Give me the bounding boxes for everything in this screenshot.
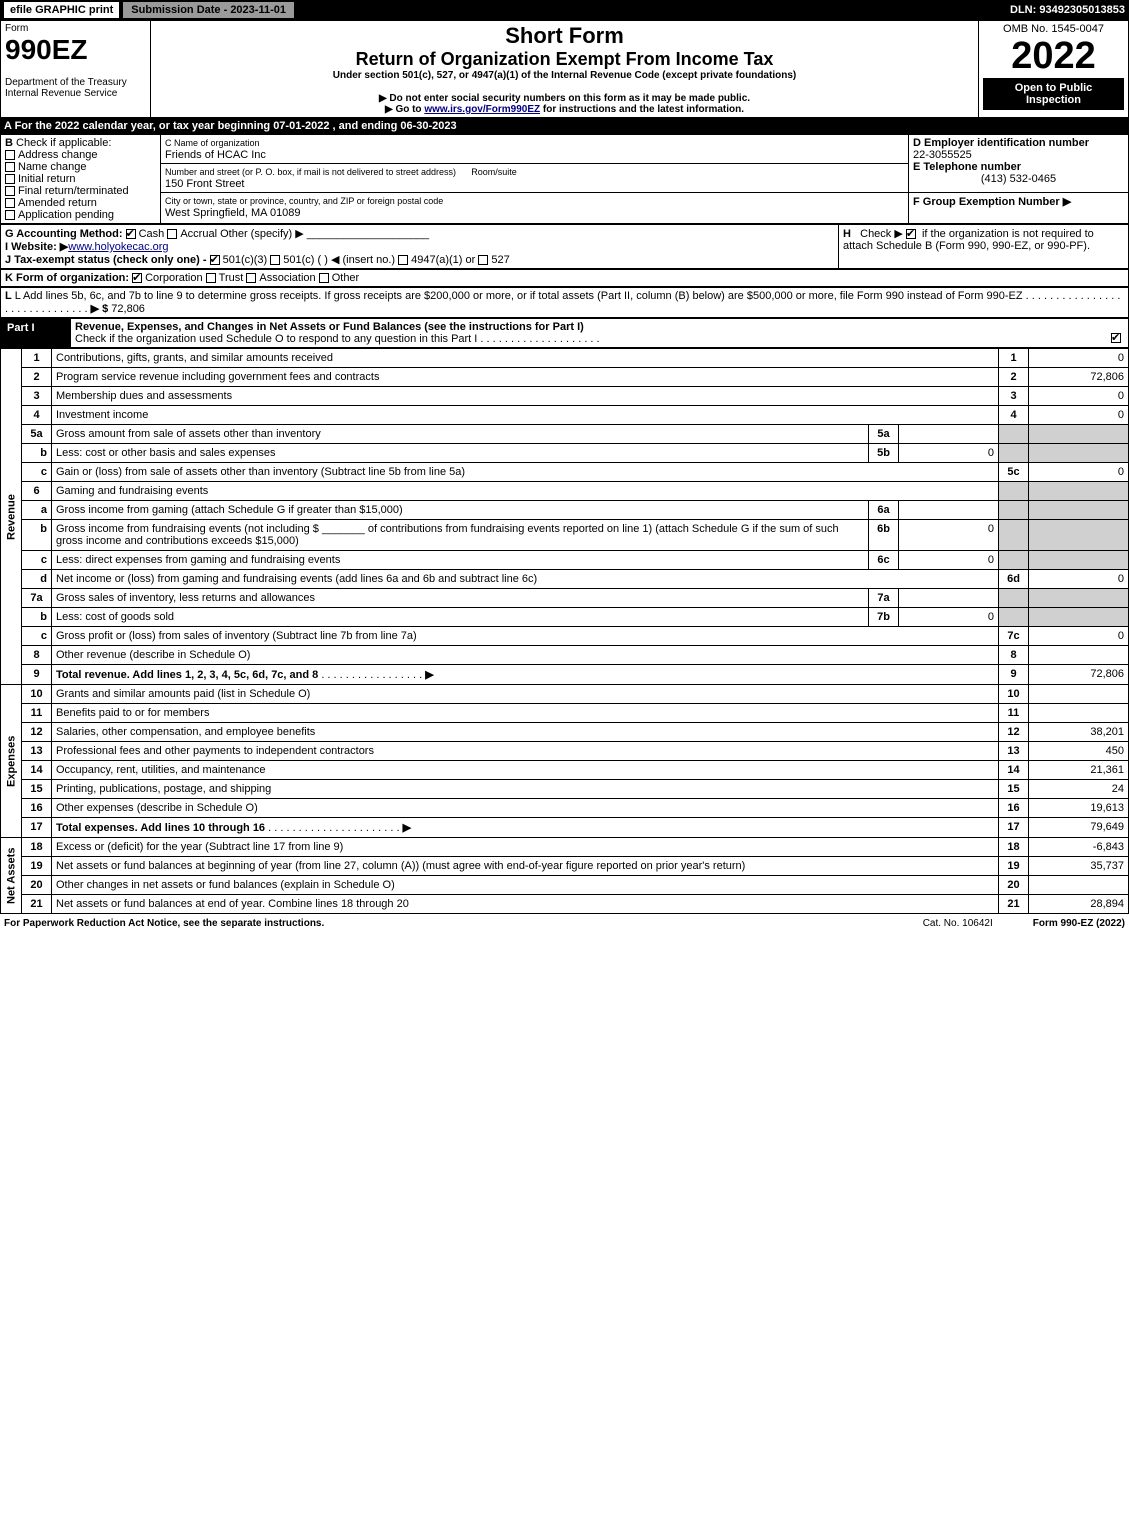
line19-value: 35,737 [1029, 857, 1129, 876]
revenue-label: Revenue [1, 349, 22, 685]
dept: Department of the Treasury [5, 77, 127, 88]
address: 150 Front Street [165, 178, 245, 190]
line15-value: 24 [1029, 780, 1129, 799]
cat-number: Cat. No. 10642I [923, 918, 993, 929]
application-pending-checkbox[interactable] [5, 210, 15, 220]
tax-year: 2022 [983, 35, 1124, 78]
line3-value: 0 [1029, 387, 1129, 406]
ssn-warning: ▶ Do not enter social security numbers o… [155, 93, 974, 104]
form-word: Form [5, 23, 28, 34]
schedule-b-checkbox[interactable] [906, 229, 916, 239]
corporation-checkbox[interactable] [132, 273, 142, 283]
section-k-table: K Form of organization: Corporation Trus… [0, 269, 1129, 287]
501c3-checkbox[interactable] [210, 255, 220, 265]
line5b-value: 0 [899, 444, 999, 463]
gross-receipts: 72,806 [111, 303, 145, 315]
line1-value: 0 [1029, 349, 1129, 368]
org-name: Friends of HCAC Inc [165, 149, 266, 161]
line17-value: 79,649 [1029, 818, 1129, 838]
line6c-value: 0 [899, 551, 999, 570]
accrual-checkbox[interactable] [167, 229, 177, 239]
line18-value: -6,843 [1029, 838, 1129, 857]
open-public: Open to Public Inspection [983, 78, 1124, 110]
netassets-label: Net Assets [1, 838, 22, 914]
title-cell: Short Form Return of Organization Exempt… [151, 21, 979, 118]
cash-checkbox[interactable] [126, 229, 136, 239]
ein: 22-3055525 [913, 149, 972, 161]
line16-value: 19,613 [1029, 799, 1129, 818]
pra-notice: For Paperwork Reduction Act Notice, see … [4, 918, 324, 929]
section-h: H Check ▶ if the organization is not req… [839, 225, 1129, 269]
phone: (413) 532-0465 [913, 173, 1124, 185]
omb-year-cell: OMB No. 1545-0047 2022 Open to Public In… [979, 21, 1129, 118]
other-checkbox[interactable] [319, 273, 329, 283]
omb: OMB No. 1545-0047 [983, 23, 1124, 35]
top-bar: efile GRAPHIC print Submission Date - 20… [0, 0, 1129, 20]
line12-value: 38,201 [1029, 723, 1129, 742]
line6a-value [899, 501, 999, 520]
section-l-table: L L Add lines 5b, 6c, and 7b to line 9 t… [0, 287, 1129, 318]
line5a-value [899, 425, 999, 444]
line13-value: 450 [1029, 742, 1129, 761]
address-cell: Number and street (or P. O. box, if mail… [161, 164, 909, 193]
ein-cell: D Employer identification number 22-3055… [909, 135, 1129, 193]
org-name-cell: C Name of organization Friends of HCAC I… [161, 135, 909, 164]
part1-body: Revenue 1 Contributions, gifts, grants, … [0, 348, 1129, 914]
form-number: 990EZ [5, 34, 88, 65]
under-section: Under section 501(c), 527, or 4947(a)(1)… [155, 70, 974, 81]
group-exemption-cell: F Group Exemption Number ▶ [909, 193, 1129, 224]
main-title: Return of Organization Exempt From Incom… [155, 49, 974, 70]
line8-value [1029, 646, 1129, 665]
ghij-table: G Accounting Method: Cash Accrual Other … [0, 224, 1129, 269]
initial-return-checkbox[interactable] [5, 174, 15, 184]
527-checkbox[interactable] [478, 255, 488, 265]
org-info-table: B Check if applicable: Address change Na… [0, 134, 1129, 224]
line11-value [1029, 704, 1129, 723]
address-change-checkbox[interactable] [5, 150, 15, 160]
city-cell: City or town, state or province, country… [161, 193, 909, 224]
efile-label[interactable]: efile GRAPHIC print [4, 2, 119, 18]
part1-title-cell: Revenue, Expenses, and Changes in Net As… [71, 319, 1129, 348]
section-l: L L Add lines 5b, 6c, and 7b to line 9 t… [1, 288, 1129, 318]
line7b-value: 0 [899, 608, 999, 627]
short-form-title: Short Form [155, 23, 974, 49]
submission-date: Submission Date - 2023-11-01 [123, 2, 294, 18]
501c-checkbox[interactable] [270, 255, 280, 265]
line5c-value: 0 [1029, 463, 1129, 482]
dln: DLN: 93492305013853 [1010, 4, 1125, 16]
line2-value: 72,806 [1029, 368, 1129, 387]
section-a: A For the 2022 calendar year, or tax yea… [0, 118, 1129, 134]
header-table: Form 990EZ Department of the Treasury In… [0, 20, 1129, 118]
line9-value: 72,806 [1029, 665, 1129, 685]
part1-header-table: Part I Revenue, Expenses, and Changes in… [0, 318, 1129, 348]
footer: For Paperwork Reduction Act Notice, see … [0, 914, 1129, 933]
part1-label: Part I [1, 319, 71, 348]
section-k: K Form of organization: Corporation Trus… [1, 270, 1129, 287]
line7c-value: 0 [1029, 627, 1129, 646]
line7a-value [899, 589, 999, 608]
final-return-checkbox[interactable] [5, 186, 15, 196]
form-id-cell: Form 990EZ Department of the Treasury In… [1, 21, 151, 118]
trust-checkbox[interactable] [206, 273, 216, 283]
city: West Springfield, MA 01089 [165, 207, 301, 219]
line6d-value: 0 [1029, 570, 1129, 589]
irs: Internal Revenue Service [5, 88, 117, 99]
goto-link[interactable]: ▶ Go to www.irs.gov/Form990EZ for instru… [155, 104, 974, 115]
website-link[interactable]: www.holyokecac.org [68, 241, 168, 253]
section-g: G Accounting Method: Cash Accrual Other … [1, 225, 839, 269]
line6b-value: 0 [899, 520, 999, 551]
line10-value [1029, 685, 1129, 704]
expenses-label: Expenses [1, 685, 22, 838]
line20-value [1029, 876, 1129, 895]
section-b: B Check if applicable: Address change Na… [1, 135, 161, 224]
4947-checkbox[interactable] [398, 255, 408, 265]
schedule-o-checkbox[interactable] [1111, 333, 1121, 343]
line4-value: 0 [1029, 406, 1129, 425]
line14-value: 21,361 [1029, 761, 1129, 780]
form-ref: Form 990-EZ (2022) [1033, 918, 1125, 929]
name-change-checkbox[interactable] [5, 162, 15, 172]
amended-return-checkbox[interactable] [5, 198, 15, 208]
association-checkbox[interactable] [246, 273, 256, 283]
line21-value: 28,894 [1029, 895, 1129, 914]
